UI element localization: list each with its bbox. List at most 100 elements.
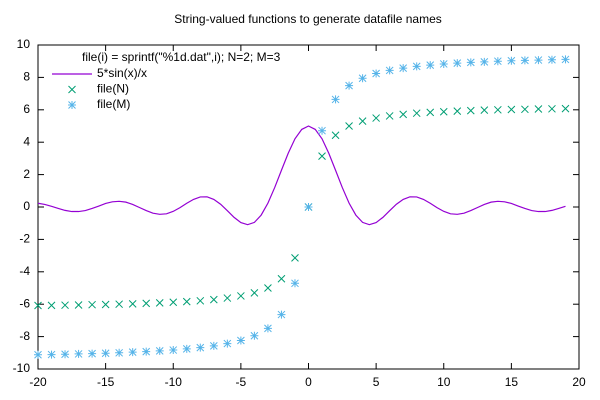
point <box>223 339 232 348</box>
point <box>182 297 191 306</box>
point <box>236 336 245 345</box>
point <box>47 350 56 359</box>
legend-label: file(N) <box>97 82 129 96</box>
x-tick-label: 20 <box>572 375 586 389</box>
point <box>34 350 42 359</box>
x-tick-label: 0 <box>305 375 312 389</box>
point <box>493 57 502 66</box>
point <box>128 300 137 308</box>
point <box>439 107 448 116</box>
point <box>372 114 380 122</box>
point <box>345 81 354 90</box>
point <box>412 109 421 118</box>
point <box>521 105 529 114</box>
point <box>250 331 259 340</box>
point <box>61 350 70 359</box>
point <box>263 324 272 333</box>
point <box>331 95 340 104</box>
point <box>101 300 110 309</box>
point <box>547 55 556 64</box>
point <box>358 74 367 83</box>
point <box>169 298 178 307</box>
point <box>223 294 232 302</box>
point <box>412 62 421 71</box>
point <box>47 301 56 310</box>
point <box>155 346 164 355</box>
y-tick-label: -10 <box>13 361 31 375</box>
point <box>318 152 326 160</box>
point <box>493 105 502 114</box>
series-line <box>37 125 566 226</box>
chart-title: String-valued functions to generate data… <box>174 12 442 26</box>
point <box>142 347 151 356</box>
point <box>264 284 272 292</box>
point <box>34 301 42 310</box>
point <box>453 59 462 68</box>
point <box>88 300 96 309</box>
point <box>358 117 367 125</box>
point <box>196 296 205 305</box>
point <box>507 56 516 65</box>
point <box>277 274 286 283</box>
point <box>318 126 327 135</box>
point <box>331 131 340 140</box>
point <box>101 349 110 358</box>
y-tick-label: 6 <box>23 102 30 116</box>
y-tick-label: 0 <box>23 199 30 213</box>
point <box>466 58 475 67</box>
point <box>548 104 556 113</box>
legend-title: file(i) = sprintf("%1d.dat",i); N=2; M=3 <box>82 50 281 64</box>
point <box>88 349 97 358</box>
point <box>385 66 394 75</box>
legend-swatch <box>68 85 76 94</box>
point <box>182 344 191 353</box>
y-tick-label: 4 <box>23 134 30 148</box>
x-tick-label: -20 <box>29 375 47 389</box>
point <box>561 104 570 113</box>
x-tick-label: 15 <box>505 375 519 389</box>
point <box>372 69 381 78</box>
point <box>399 110 408 119</box>
point <box>291 254 299 262</box>
point <box>277 310 286 319</box>
point <box>345 122 353 130</box>
point <box>439 59 448 68</box>
point <box>453 107 462 115</box>
point <box>480 106 489 114</box>
point <box>74 301 83 309</box>
point <box>237 292 245 300</box>
point <box>115 300 124 309</box>
point <box>142 299 151 308</box>
point <box>61 301 69 310</box>
x-tick-label: 10 <box>437 375 451 389</box>
point <box>155 299 164 307</box>
point <box>74 349 83 358</box>
point <box>507 105 516 114</box>
y-tick-label: -4 <box>19 264 30 278</box>
point <box>534 56 543 65</box>
point <box>466 106 475 115</box>
legend-label: file(M) <box>97 97 130 111</box>
x-tick-label: -15 <box>97 375 115 389</box>
point <box>290 279 299 288</box>
point <box>520 56 529 65</box>
legend-swatch <box>68 101 76 109</box>
y-tick-label: 2 <box>23 167 30 181</box>
point <box>209 341 218 350</box>
x-tick-label: 5 <box>373 375 380 389</box>
point <box>250 289 259 297</box>
point <box>209 295 218 304</box>
point <box>128 348 137 357</box>
x-tick-label: -5 <box>236 375 247 389</box>
point <box>399 64 408 73</box>
point <box>426 61 435 70</box>
point <box>534 105 543 113</box>
point <box>304 203 313 211</box>
point <box>480 57 489 66</box>
y-tick-label: -8 <box>19 329 30 343</box>
y-tick-label: -2 <box>19 232 30 246</box>
y-tick-label: 10 <box>17 37 31 51</box>
